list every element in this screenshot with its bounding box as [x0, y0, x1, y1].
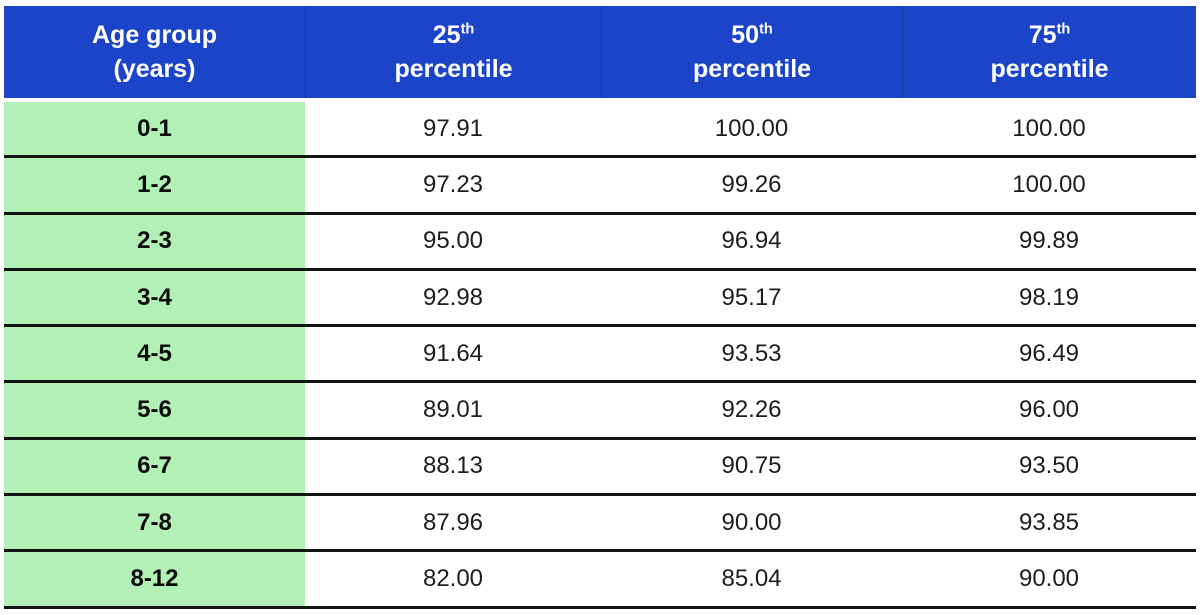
table-header-row: Age group (years) 25th percentile 50th p… [4, 6, 1196, 98]
p75-value-cell: 93.85 [1018, 508, 1080, 536]
p25-value-cell: 87.96 [422, 508, 484, 536]
table-row: 3-4 92.98 95.17 98.19 [4, 270, 1196, 328]
p50-value-cell: 93.53 [721, 339, 782, 367]
age-group-cell: 6-7 [4, 439, 305, 494]
p25-value-cell: 97.23 [422, 170, 484, 198]
ordinal-suffix: th [759, 21, 773, 38]
age-group-cell: 8-12 [4, 552, 305, 606]
header-75th-number: 75th [1028, 20, 1071, 49]
table-row: 1-2 97.23 99.26 100.00 [4, 158, 1196, 215]
p50-value-cell: 85.04 [721, 565, 782, 593]
age-group-cell: 0-1 [4, 102, 305, 156]
header-age-line1: Age group [92, 20, 217, 49]
p25-value-cell: 95.00 [422, 227, 484, 255]
p50-value-cell: 95.17 [721, 283, 782, 311]
p25-value-cell: 92.98 [422, 283, 484, 311]
header-25th-number: 25th [432, 20, 475, 49]
percentile-table: Age group (years) 25th percentile 50th p… [4, 6, 1196, 609]
p75-value-cell: 93.50 [1018, 452, 1080, 480]
ordinal-suffix: th [460, 21, 475, 38]
p75-value-cell: 99.89 [1018, 227, 1080, 255]
age-group-cell: 4-5 [4, 327, 305, 381]
p75-value-cell: 100.00 [1012, 170, 1086, 198]
p25-value-cell: 88.13 [422, 452, 484, 480]
table-row: 8-12 82.00 85.04 90.00 [4, 552, 1196, 609]
p50-value-cell: 99.26 [721, 170, 782, 198]
p50-value-cell: 96.94 [721, 227, 782, 255]
header-50th-number: 50th [731, 20, 773, 49]
header-25th-word: percentile [394, 55, 513, 83]
p50-value-cell: 90.75 [721, 452, 782, 480]
header-cell-50th-percentile: 50th percentile [601, 6, 902, 98]
age-group-cell: 3-4 [4, 270, 305, 325]
age-group-cell: 5-6 [4, 383, 305, 437]
table-row: 4-5 91.64 93.53 96.49 [4, 327, 1196, 384]
p75-value-cell: 96.49 [1018, 339, 1080, 367]
table-row: 6-7 88.13 90.75 93.50 [4, 439, 1196, 497]
p75-value-cell: 96.00 [1018, 396, 1080, 424]
header-cell-25th-percentile: 25th percentile [305, 6, 601, 98]
p50-value-cell: 90.00 [721, 508, 782, 536]
ordinal-suffix: th [1056, 21, 1071, 38]
p50-value-cell: 92.26 [721, 396, 782, 424]
p50-value-cell: 100.00 [714, 114, 789, 142]
age-group-cell: 7-8 [4, 496, 305, 550]
age-group-cell: 1-2 [4, 158, 305, 212]
p25-value-cell: 89.01 [422, 396, 484, 424]
p75-value-cell: 100.00 [1012, 114, 1086, 142]
header-cell-age-group: Age group (years) [4, 6, 305, 98]
table-body: 0-1 97.91 100.00 100.00 1-2 97.23 99.26 … [4, 102, 1196, 609]
p25-value-cell: 82.00 [422, 565, 484, 593]
table-row: 7-8 87.96 90.00 93.85 [4, 496, 1196, 553]
age-group-cell: 2-3 [4, 214, 305, 268]
header-50th-word: percentile [692, 55, 812, 83]
table-row: 2-3 95.00 96.94 99.89 [4, 214, 1196, 271]
p75-value-cell: 90.00 [1018, 565, 1080, 593]
p25-value-cell: 97.91 [422, 114, 484, 142]
header-cell-75th-percentile: 75th percentile [902, 6, 1196, 98]
table-row: 0-1 97.91 100.00 100.00 [4, 102, 1196, 159]
p25-value-cell: 91.64 [422, 339, 484, 367]
table-row: 5-6 89.01 92.26 96.00 [4, 383, 1196, 440]
p75-value-cell: 98.19 [1018, 283, 1080, 311]
header-age-line2: (years) [113, 55, 196, 83]
header-75th-word: percentile [990, 55, 1109, 83]
